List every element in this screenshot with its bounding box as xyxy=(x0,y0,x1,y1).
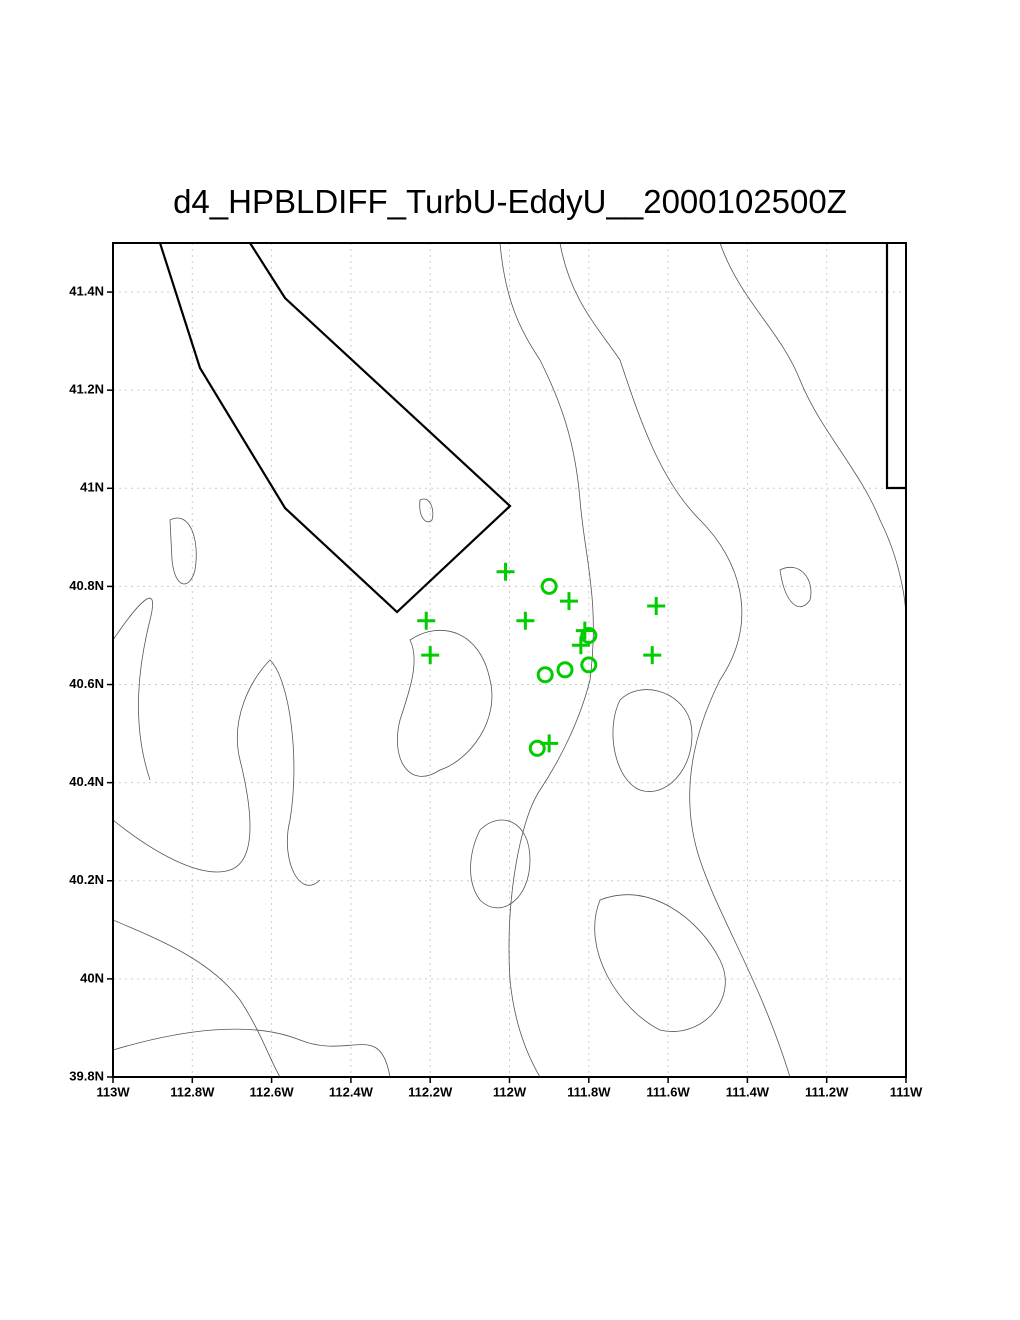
station-plus xyxy=(571,636,590,655)
contour xyxy=(499,243,594,1077)
station-plus xyxy=(421,646,440,665)
state-boundary xyxy=(885,243,906,490)
x-tick-label: 112.4W xyxy=(329,1084,374,1099)
x-tick-label: 112.6W xyxy=(250,1084,295,1099)
contour xyxy=(559,243,791,1077)
y-tick-label: 40.8N xyxy=(69,578,104,593)
y-tick-label: 41.2N xyxy=(69,382,104,397)
markers xyxy=(417,562,666,757)
station-plus xyxy=(417,611,436,630)
contour xyxy=(419,498,434,523)
station-circle xyxy=(528,739,546,757)
contour xyxy=(594,894,726,1032)
station-circle xyxy=(536,666,554,684)
station-circle xyxy=(580,626,598,644)
station-circle xyxy=(540,577,558,595)
station-plus xyxy=(496,562,515,581)
contour xyxy=(612,689,693,792)
x-tick-label: 112W xyxy=(493,1084,527,1099)
station-plus xyxy=(559,592,578,611)
chart-title: d4_HPBLDIFF_TurbU-EddyU__2000102500Z xyxy=(173,183,847,220)
y-tick-label: 39.8N xyxy=(69,1068,104,1083)
map-layer xyxy=(113,243,906,1077)
contour xyxy=(113,919,281,1077)
x-tick-label: 112.2W xyxy=(408,1084,453,1099)
contour xyxy=(113,659,321,886)
station-plus xyxy=(647,597,666,616)
contour xyxy=(113,1028,391,1077)
station-plus xyxy=(516,611,535,630)
station-circle xyxy=(580,656,598,674)
contour xyxy=(470,819,531,909)
contour xyxy=(113,597,154,781)
x-tick-label: 113W xyxy=(96,1084,130,1099)
contour xyxy=(397,629,493,777)
y-tick-label: 41.4N xyxy=(69,283,104,298)
grid xyxy=(112,243,907,1078)
x-tick-label: 111W xyxy=(890,1084,923,1099)
contour xyxy=(719,243,906,621)
x-tick-label: 111.8W xyxy=(567,1084,611,1099)
y-tick-label: 40.2N xyxy=(69,872,104,887)
y-tick-label: 40N xyxy=(80,970,104,985)
x-tick-label: 112.8W xyxy=(170,1084,215,1099)
x-tick-label: 111.2W xyxy=(805,1084,849,1099)
station-circle xyxy=(556,661,574,679)
x-tick-label: 111.4W xyxy=(726,1084,770,1099)
contour xyxy=(779,567,812,608)
state-boundary xyxy=(158,243,512,614)
y-tick-label: 40.4N xyxy=(69,774,104,789)
station-plus xyxy=(643,646,662,665)
contour xyxy=(169,517,197,585)
y-tick-label: 41N xyxy=(80,480,104,495)
x-tick-label: 111.6W xyxy=(646,1084,690,1099)
y-tick-label: 40.6N xyxy=(69,676,104,691)
